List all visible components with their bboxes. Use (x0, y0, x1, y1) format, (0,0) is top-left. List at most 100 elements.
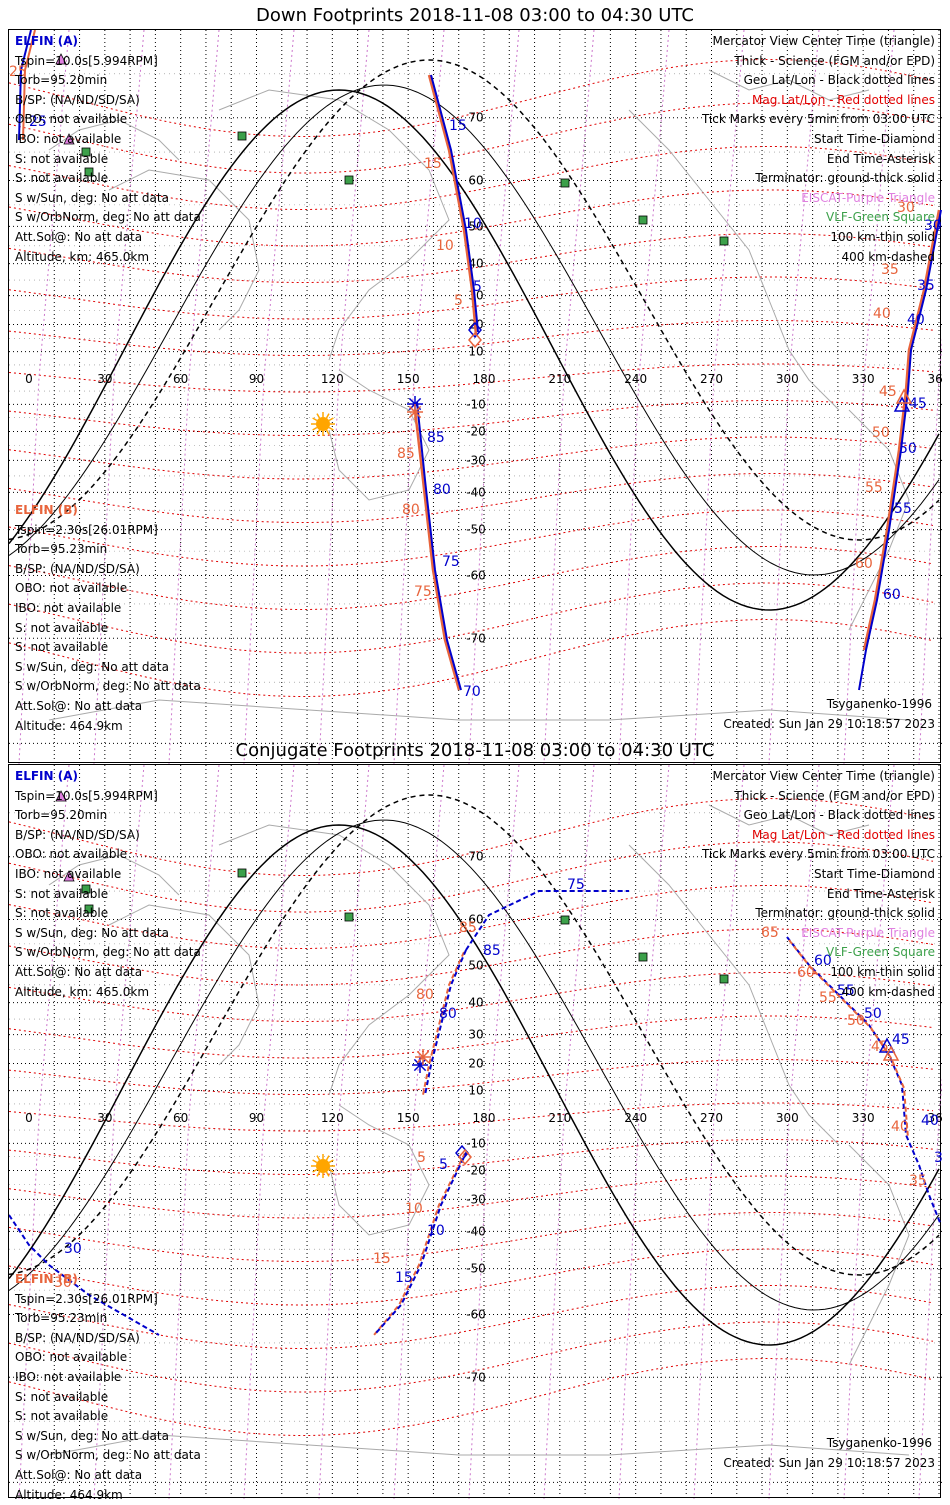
elfin-a-track (465, 890, 629, 951)
coastline (848, 1144, 910, 1366)
lat-tick-label: 60 (468, 173, 483, 187)
track-time-label: 25 (29, 114, 47, 130)
lat-tick-label: 70 (468, 111, 483, 125)
legend-item: 100 km-thin solid (830, 229, 935, 244)
lat-tick-label: 70 (468, 850, 483, 864)
sat-b-line: S w/Sun, deg: No att data (15, 1428, 169, 1443)
mag-lon-line (393, 765, 445, 1499)
elfin-b-track (422, 951, 465, 1096)
mag-lon-line (318, 30, 370, 764)
center-time-triangle-icon (895, 388, 913, 404)
panel-title-conjugate: Conjugate Footprints 2018-11-08 03:00 to… (235, 740, 715, 761)
mag-lon-line (318, 765, 370, 1499)
lon-tick-label: 360 (928, 1111, 942, 1125)
track-time-label: 75 (414, 584, 432, 600)
sun-ray (325, 1171, 330, 1177)
sat-b-line: Torb=95.23min (15, 1311, 108, 1326)
mag-lat-line (9, 509, 934, 567)
lat-tick-label: 40 (468, 257, 483, 271)
coastline (48, 699, 910, 721)
sat-a-name: ELFIN (A) (15, 34, 78, 48)
sat-b-line: S: not available (15, 640, 109, 655)
lat-tick-label: -10 (466, 1136, 486, 1150)
lon-tick-label: 210 (548, 1111, 571, 1125)
sat-a-line: S w/Sun, deg: No att data (15, 190, 169, 205)
mag-lat-line (9, 189, 934, 247)
track-time-label: 10 (427, 1223, 445, 1239)
lon-tick-label: 120 (321, 372, 344, 386)
lon-tick-label: 300 (776, 372, 799, 386)
elfin-b-track (788, 939, 909, 1139)
track-time-label: 60 (883, 587, 901, 603)
legend-item: Start Time-Diamond (813, 131, 935, 146)
mag-lon-line (243, 30, 295, 764)
track-time-label: 15 (449, 118, 467, 134)
track-time-label: 65 (761, 925, 779, 941)
track-time-label: 60 (855, 556, 873, 572)
sat-a-line: S: not available (15, 171, 109, 186)
elfin-a-track (424, 949, 467, 1096)
created-label: Created: Sun Jan 29 10:18:57 2023 (723, 717, 935, 731)
mag-lon-line (168, 30, 220, 764)
sat-b-line: OBO: not available (15, 1350, 128, 1365)
vlf-station-icon (84, 904, 94, 914)
lon-tick-label: 90 (249, 372, 264, 386)
vlf-station-icon (719, 974, 729, 984)
lon-tick-label: 150 (397, 1111, 420, 1125)
eiscat-station-icon (55, 790, 67, 802)
sat-a-line: OBO: not available (15, 112, 128, 127)
track-time-label: 55 (865, 480, 883, 496)
sat-b-line: IBO: not available (15, 600, 122, 615)
sat-a-line: Torb=95.20min (15, 73, 108, 88)
sun-ray (328, 417, 334, 422)
track-time-label: 75 (567, 877, 585, 893)
legend-item: Terminator: ground-thick solid (755, 171, 935, 186)
sun-ray (316, 429, 321, 435)
elfin-b-track (373, 1152, 466, 1336)
elfin-a-track (416, 401, 462, 691)
track-time-label: 85 (483, 943, 501, 959)
track-time-label: 40 (907, 312, 925, 328)
track-time-label: 40 (921, 1113, 939, 1129)
track-time-label: 10 (436, 238, 454, 254)
lon-tick-label: 0 (25, 1111, 33, 1125)
legend-item: 400 km-dashed (841, 249, 935, 264)
sat-b-line: S w/Sun, deg: No att data (15, 659, 169, 674)
eiscat-station-icon (55, 53, 67, 65)
track-time-label: 85 (459, 920, 477, 936)
track-time-label: 5 (417, 1150, 426, 1166)
track-time-label: 50 (847, 1013, 865, 1029)
track-time-label: 85 (397, 446, 415, 462)
mag-lat-line (9, 582, 934, 654)
elfin-b-track (862, 209, 941, 651)
eiscat-station-icon (63, 870, 75, 882)
mag-lon-line (243, 765, 295, 1499)
lon-tick-label: 90 (249, 1111, 264, 1125)
sat-b-line: B/SP: (NA/ND/SD/SA) (15, 1330, 140, 1345)
panel-title-down: Down Footprints 2018-11-08 03:00 to 04:3… (256, 5, 694, 26)
track-time-label: 35 (917, 278, 935, 294)
legend-item: End Time-Asterisk (826, 151, 935, 166)
lat-tick-label: -40 (466, 1224, 486, 1238)
model-label: Tsyganenko-1996 (826, 697, 932, 711)
track-time-label: 80 (416, 987, 434, 1003)
lat-tick-label: 50 (468, 958, 483, 972)
conjugate-footprints-map: 0 30 60 90 120 150 180 210 240 270 300 330 360 70 60 50… (8, 764, 942, 1502)
sat-b-name: ELFIN (B) (15, 1272, 78, 1286)
track-time-label: 15 (395, 1270, 413, 1286)
track-time-label: 45 (892, 1032, 910, 1048)
sun-ray (328, 1168, 334, 1173)
sat-b-line: S w/OrbNorm, deg: No att data (15, 679, 201, 694)
sat-b-info: ELFIN (B) Tspin=2.30s[26.01RPM] Torb=95.… (15, 501, 201, 736)
coastline (218, 824, 450, 1096)
mag-lon-line (468, 30, 520, 764)
sun-ray (312, 417, 318, 422)
vlf-station-icon (84, 167, 94, 177)
terminator-ground (9, 89, 940, 611)
vlf-station-icon (81, 884, 91, 894)
sat-b-line: B/SP: (NA/ND/SD/SA) (15, 561, 140, 576)
mag-lon-line (918, 337, 942, 764)
legend-item: Tick Marks every 5min from 03:00 UTC (701, 112, 935, 127)
legend-item: VLF-Green Square (826, 210, 935, 225)
sun-ray (325, 413, 330, 419)
